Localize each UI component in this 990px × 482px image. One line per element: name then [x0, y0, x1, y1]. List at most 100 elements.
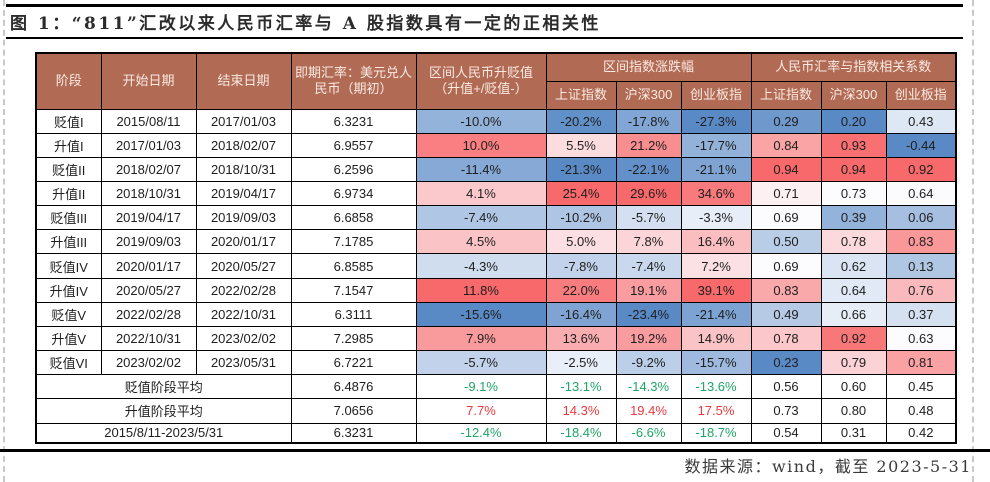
end-date-cell: 2022/02/28 — [195, 277, 292, 303]
value-cell: -15.6% — [415, 301, 547, 327]
value-cell: -21.4% — [680, 301, 752, 327]
table-row: 贬值VI 2023/02/02 2023/05/31 6.7221 -5.7% -2.5%… — [35, 350, 957, 376]
stage-cell: 升值V — [35, 325, 102, 352]
spot-rate-cell: 6.2596 — [290, 156, 417, 182]
spot-rate-cell: 7.1547 — [290, 277, 417, 303]
value-cell: 0.31 — [820, 422, 887, 444]
value-cell: -5.7% — [615, 205, 682, 231]
value-cell: -23.4% — [615, 301, 682, 327]
data-source-note: 数据来源：wind，截至 2023-5-31 — [684, 457, 972, 476]
value-cell: 25.4% — [545, 180, 617, 207]
value-cell: -17.7% — [680, 132, 752, 158]
summary-row: 贬值阶段平均 6.4876 -9.1% -13.1% -14.3% -13.6% 0.56 0… — [35, 374, 957, 400]
value-cell: 14.9% — [680, 325, 752, 352]
spot-rate-cell: 7.1785 — [290, 229, 417, 255]
value-cell: 19.2% — [615, 325, 682, 352]
table-row: 贬值IV 2020/01/17 2020/05/27 6.8585 -4.3% -7.8%… — [35, 253, 957, 279]
value-cell: 0.79 — [820, 350, 887, 376]
value-cell: 0.71 — [750, 180, 822, 207]
value-cell: -27.3% — [680, 108, 752, 134]
value-cell: 0.13 — [885, 253, 957, 279]
value-cell: 0.42 — [885, 422, 957, 444]
start-date-cell: 2020/05/27 — [100, 277, 197, 303]
value-cell: 29.6% — [615, 180, 682, 207]
start-date-cell: 2019/09/03 — [100, 229, 197, 255]
value-cell: 0.78 — [820, 229, 887, 255]
group-header-index-change: 区间指数涨跌幅 — [545, 52, 752, 82]
value-cell: 0.73 — [750, 398, 822, 424]
value-cell: 0.64 — [820, 277, 887, 303]
end-date-cell: 2020/05/27 — [195, 253, 292, 279]
value-cell: 34.6% — [680, 180, 752, 207]
end-date-cell: 2017/01/03 — [195, 108, 292, 134]
value-cell: -10.2% — [545, 205, 617, 231]
col-header-end-date: 结束日期 — [195, 52, 292, 110]
value-cell: -2.5% — [545, 350, 617, 376]
stage-cell: 贬值II — [35, 156, 102, 182]
spot-rate-cell: 7.2985 — [290, 325, 417, 352]
value-cell: -22.1% — [615, 156, 682, 182]
value-cell: 16.4% — [680, 229, 752, 255]
value-cell: 0.78 — [750, 325, 822, 352]
stage-cell: 贬值VI — [35, 350, 102, 376]
stage-cell: 升值II — [35, 180, 102, 207]
right-dashed-border — [972, 0, 974, 482]
value-cell: 0.92 — [885, 156, 957, 182]
value-cell: -9.2% — [615, 350, 682, 376]
table-row: 升值V 2022/10/31 2023/02/02 7.2985 7.9% 13.6% 19… — [35, 325, 957, 352]
value-cell: 0.76 — [885, 277, 957, 303]
table-row: 贬值V 2022/02/28 2022/10/31 6.3111 -15.6% -16.4… — [35, 301, 957, 327]
value-cell: 5.5% — [545, 132, 617, 158]
value-cell: 0.49 — [750, 301, 822, 327]
value-cell: 19.4% — [615, 398, 682, 424]
spot-rate-cell: 6.9557 — [290, 132, 417, 158]
spot-rate-cell: 6.8585 — [290, 253, 417, 279]
value-cell: 5.0% — [545, 229, 617, 255]
stage-cell: 贬值I — [35, 108, 102, 134]
summary-label-cell: 2015/8/11-2023/5/31 — [35, 422, 292, 444]
value-cell: -7.4% — [415, 205, 547, 231]
stage-cell: 贬值V — [35, 301, 102, 327]
start-date-cell: 2020/01/17 — [100, 253, 197, 279]
table-row: 升值I 2017/01/03 2018/02/07 6.9557 10.0% 5.5% 21… — [35, 132, 957, 158]
sub-header-chinext-corr: 创业板指 — [885, 80, 957, 110]
value-cell: 10.0% — [415, 132, 547, 158]
group-header-correlation: 人民币汇率与指数相关系数 — [750, 52, 957, 82]
col-header-start-date: 开始日期 — [100, 52, 197, 110]
value-cell: 0.39 — [820, 205, 887, 231]
sub-header-csi300-change: 沪深300 — [615, 80, 682, 110]
value-cell: -11.4% — [415, 156, 547, 182]
value-cell: 0.50 — [750, 229, 822, 255]
sub-header-csi300-corr: 沪深300 — [820, 80, 887, 110]
left-dashed-border — [3, 0, 5, 482]
value-cell: -10.0% — [415, 108, 547, 134]
value-cell: 0.62 — [820, 253, 887, 279]
start-date-cell: 2022/02/28 — [100, 301, 197, 327]
value-cell: 0.83 — [885, 229, 957, 255]
value-cell: 0.43 — [885, 108, 957, 134]
spot-rate-cell: 6.3111 — [290, 301, 417, 327]
value-cell: -13.6% — [680, 374, 752, 400]
end-date-cell: 2019/04/17 — [195, 180, 292, 207]
value-cell: 0.48 — [885, 398, 957, 424]
value-cell: 4.5% — [415, 229, 547, 255]
value-cell: 0.93 — [820, 132, 887, 158]
value-cell: -13.1% — [545, 374, 617, 400]
value-cell: 0.84 — [750, 132, 822, 158]
table-row: 贬值I 2015/08/11 2017/01/03 6.3231 -10.0% -20.2… — [35, 108, 957, 134]
figure-title: 图 1：“811”汇改以来人民币汇率与 A 股指数具有一定的正相关性 — [10, 14, 601, 34]
value-cell: 17.5% — [680, 398, 752, 424]
bottom-rule — [0, 449, 990, 452]
summary-label-cell: 贬值阶段平均 — [35, 374, 292, 400]
summary-label-cell: 升值阶段平均 — [35, 398, 292, 424]
summary-row: 升值阶段平均 7.0656 7.7% 14.3% 19.4% 17.5% 0.73 0.80 0… — [35, 398, 957, 424]
start-date-cell: 2015/08/11 — [100, 108, 197, 134]
end-date-cell: 2018/02/07 — [195, 132, 292, 158]
spot-rate-cell: 6.4876 — [290, 374, 417, 400]
value-cell: 0.92 — [820, 325, 887, 352]
stage-cell: 升值III — [35, 229, 102, 255]
value-cell: -21.3% — [545, 156, 617, 182]
value-cell: -12.4% — [415, 422, 547, 444]
value-cell: -7.4% — [615, 253, 682, 279]
